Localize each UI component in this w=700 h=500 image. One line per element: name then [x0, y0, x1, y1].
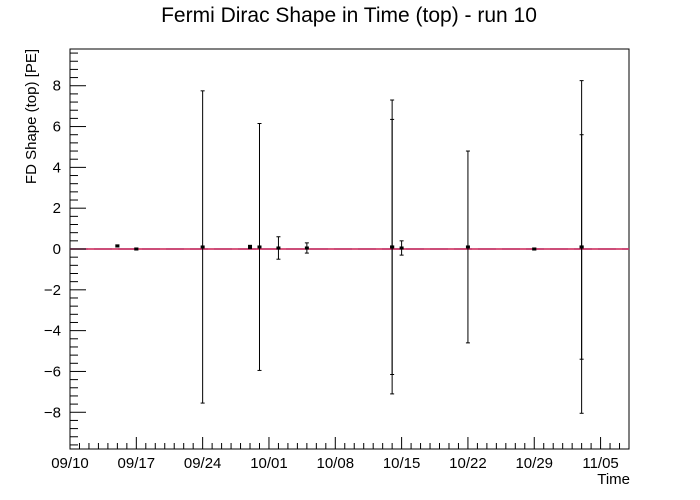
x-tick-label: 09/24: [184, 455, 222, 472]
data-point: [579, 245, 584, 249]
chart-title: Fermi Dirac Shape in Time (top) - run 10: [161, 4, 537, 27]
y-tick-label: −4: [44, 323, 61, 340]
x-tick-label: 10/08: [317, 455, 355, 472]
data-point: [390, 245, 395, 249]
data-points: [115, 80, 584, 414]
data-point: [399, 246, 404, 250]
data-point: [134, 247, 139, 251]
data-point: [276, 246, 281, 250]
data-point: [200, 245, 205, 249]
x-tick-label: 10/15: [383, 455, 421, 472]
x-axis: 09/10 09/17 09/24 10/01 10/08 10/15 10/22 10/29…: [51, 437, 630, 472]
data-point: [465, 245, 470, 249]
y-tick-label: −8: [44, 404, 61, 421]
x-tick-label: 10/01: [250, 455, 288, 472]
x-tick-label: 11/05: [582, 455, 618, 472]
data-point: [248, 245, 253, 249]
y-tick-label: 0: [53, 241, 61, 258]
y-tick-label: 4: [53, 159, 61, 176]
x-tick-label: 09/17: [118, 455, 156, 472]
data-point: [257, 245, 262, 249]
x-tick-label: 10/22: [449, 455, 487, 472]
y-axis-label: FD Shape (top) [PE]: [23, 49, 40, 184]
y-tick-label: −2: [44, 282, 61, 299]
y-tick-label: 6: [53, 119, 61, 136]
data-point: [115, 244, 120, 248]
y-tick-label: −6: [44, 363, 61, 380]
y-axis: −8 −6 −4 −2 0 2 4 6 8: [44, 52, 86, 446]
x-axis-label: Time: [597, 471, 630, 488]
data-point: [304, 246, 309, 250]
x-tick-label: 10/29: [515, 455, 553, 472]
y-tick-label: 8: [53, 78, 61, 95]
y-tick-label: 2: [53, 200, 61, 217]
data-point: [532, 247, 537, 251]
x-tick-label: 09/10: [51, 455, 89, 472]
